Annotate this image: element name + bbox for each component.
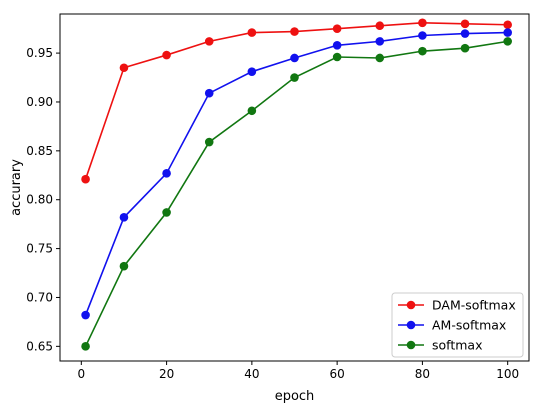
data-point-softmax	[290, 73, 299, 82]
series-layer	[81, 18, 512, 351]
data-point-dam-softmax	[81, 174, 90, 184]
y-tick-label: 0.85	[26, 144, 53, 158]
x-tick-label: 100	[496, 367, 519, 381]
data-point-am-softmax	[247, 67, 257, 76]
data-point-am-softmax	[162, 169, 171, 178]
data-point-am-softmax	[418, 31, 427, 40]
data-point-softmax	[418, 46, 427, 56]
data-point-am-softmax	[81, 310, 90, 320]
data-point-am-softmax	[332, 40, 342, 50]
legend-marker-softmax	[406, 340, 416, 350]
legend-label-dam-softmax: DAM-softmax	[432, 298, 516, 313]
data-point-dam-softmax	[204, 37, 214, 46]
data-point-dam-softmax	[290, 27, 299, 36]
data-point-softmax	[119, 261, 129, 271]
data-point-dam-softmax	[332, 24, 342, 33]
data-point-dam-softmax	[162, 50, 171, 60]
x-tick-label: 40	[244, 367, 259, 381]
x-tick-label: 20	[159, 367, 174, 381]
data-point-softmax	[375, 53, 385, 63]
legend-marker-dam-softmax	[406, 300, 416, 310]
data-point-softmax	[162, 208, 171, 217]
data-point-dam-softmax	[247, 28, 257, 37]
y-tick-label: 0.75	[26, 242, 53, 256]
x-tick-label: 60	[329, 367, 344, 381]
data-point-dam-softmax	[119, 63, 129, 73]
data-point-softmax	[247, 106, 257, 116]
y-tick-label: 0.90	[26, 95, 53, 109]
data-point-dam-softmax	[418, 18, 427, 28]
data-point-am-softmax	[503, 28, 512, 37]
data-point-am-softmax	[290, 53, 299, 63]
data-point-am-softmax	[460, 29, 470, 38]
legend-marker-am-softmax	[406, 320, 416, 330]
y-axis: 0.65 0.70 0.75 0.80 0.85 0.90 0.95	[26, 46, 60, 353]
x-tick-label: 80	[415, 367, 430, 381]
legend-label-am-softmax: AM-softmax	[432, 318, 506, 333]
data-point-dam-softmax	[460, 19, 470, 29]
x-tick-label: 0	[77, 367, 85, 381]
y-tick-label: 0.65	[26, 339, 53, 353]
y-tick-label: 0.95	[26, 46, 53, 60]
data-point-am-softmax	[119, 213, 129, 222]
data-point-softmax	[503, 37, 512, 46]
x-axis-label: epoch	[275, 389, 315, 404]
legend: DAM-softmax AM-softmax softmax	[391, 292, 524, 358]
data-point-softmax	[81, 342, 90, 351]
data-point-am-softmax	[204, 88, 214, 98]
data-point-softmax	[460, 43, 470, 53]
x-axis: 0 20 40 60 80 100	[77, 361, 519, 381]
data-point-dam-softmax	[503, 20, 512, 30]
y-tick-label: 0.80	[26, 193, 53, 207]
legend-label-softmax: softmax	[432, 338, 482, 353]
y-tick-label: 0.70	[26, 290, 53, 304]
y-axis-label: accurary	[9, 159, 24, 216]
legend-box	[391, 292, 524, 358]
data-point-softmax	[204, 137, 214, 147]
data-point-softmax	[332, 52, 342, 62]
data-point-am-softmax	[375, 37, 385, 46]
data-point-dam-softmax	[375, 21, 385, 31]
